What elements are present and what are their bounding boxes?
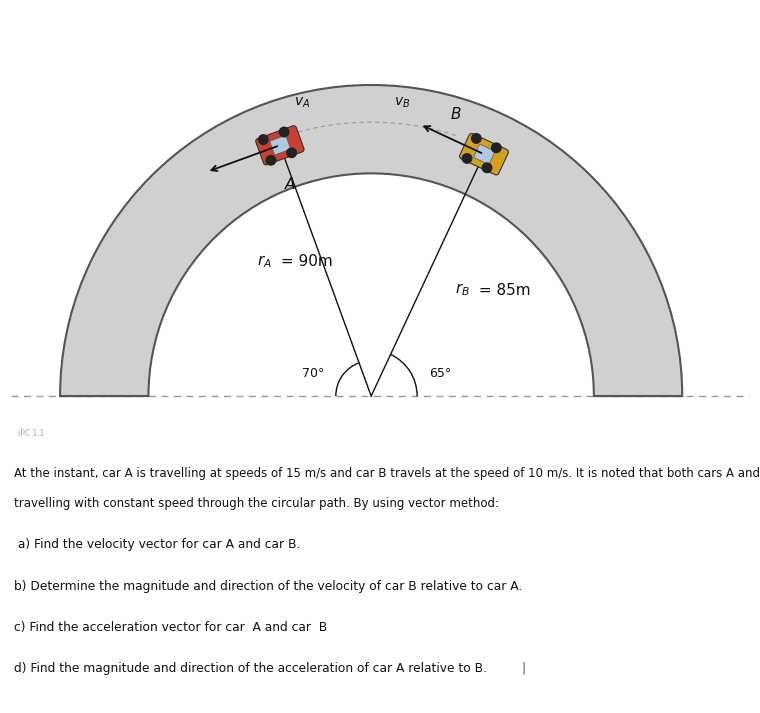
Text: $v_B$: $v_B$: [394, 96, 410, 111]
Text: 70°: 70°: [302, 366, 324, 379]
Circle shape: [280, 127, 289, 137]
Circle shape: [287, 148, 296, 158]
Text: travelling with constant speed through the circular path. By using vector method: travelling with constant speed through t…: [14, 498, 499, 511]
Circle shape: [492, 143, 501, 153]
FancyBboxPatch shape: [270, 135, 290, 155]
Text: = 90m: = 90m: [276, 255, 332, 270]
Text: A: A: [285, 177, 296, 192]
Circle shape: [462, 154, 472, 163]
Text: B: B: [451, 108, 461, 123]
Circle shape: [258, 135, 268, 144]
Text: iPC 1.1: iPC 1.1: [17, 429, 44, 438]
Text: |: |: [498, 662, 526, 674]
Text: c) Find the acceleration vector for car  A and car  B: c) Find the acceleration vector for car …: [14, 620, 327, 634]
Wedge shape: [60, 85, 682, 396]
Text: b) Determine the magnitude and direction of the velocity of car B relative to ca: b) Determine the magnitude and direction…: [14, 580, 522, 593]
Text: 65°: 65°: [429, 366, 451, 379]
Text: a) Find the velocity vector for car A and car B.: a) Find the velocity vector for car A an…: [14, 538, 300, 551]
Text: $r_A$: $r_A$: [258, 253, 272, 270]
Text: $v_A$: $v_A$: [294, 96, 310, 110]
FancyBboxPatch shape: [473, 145, 495, 164]
FancyBboxPatch shape: [460, 133, 508, 175]
Circle shape: [266, 155, 276, 165]
FancyBboxPatch shape: [255, 125, 304, 165]
Text: d) Find the magnitude and direction of the acceleration of car A relative to B.: d) Find the magnitude and direction of t…: [14, 662, 486, 674]
Text: $r_B$: $r_B$: [455, 282, 470, 298]
Text: = 85m: = 85m: [473, 282, 530, 297]
Text: At the instant, car A is travelling at speeds of 15 m/s and car B travels at the: At the instant, car A is travelling at s…: [14, 466, 760, 480]
Circle shape: [483, 163, 492, 173]
Circle shape: [471, 134, 481, 143]
